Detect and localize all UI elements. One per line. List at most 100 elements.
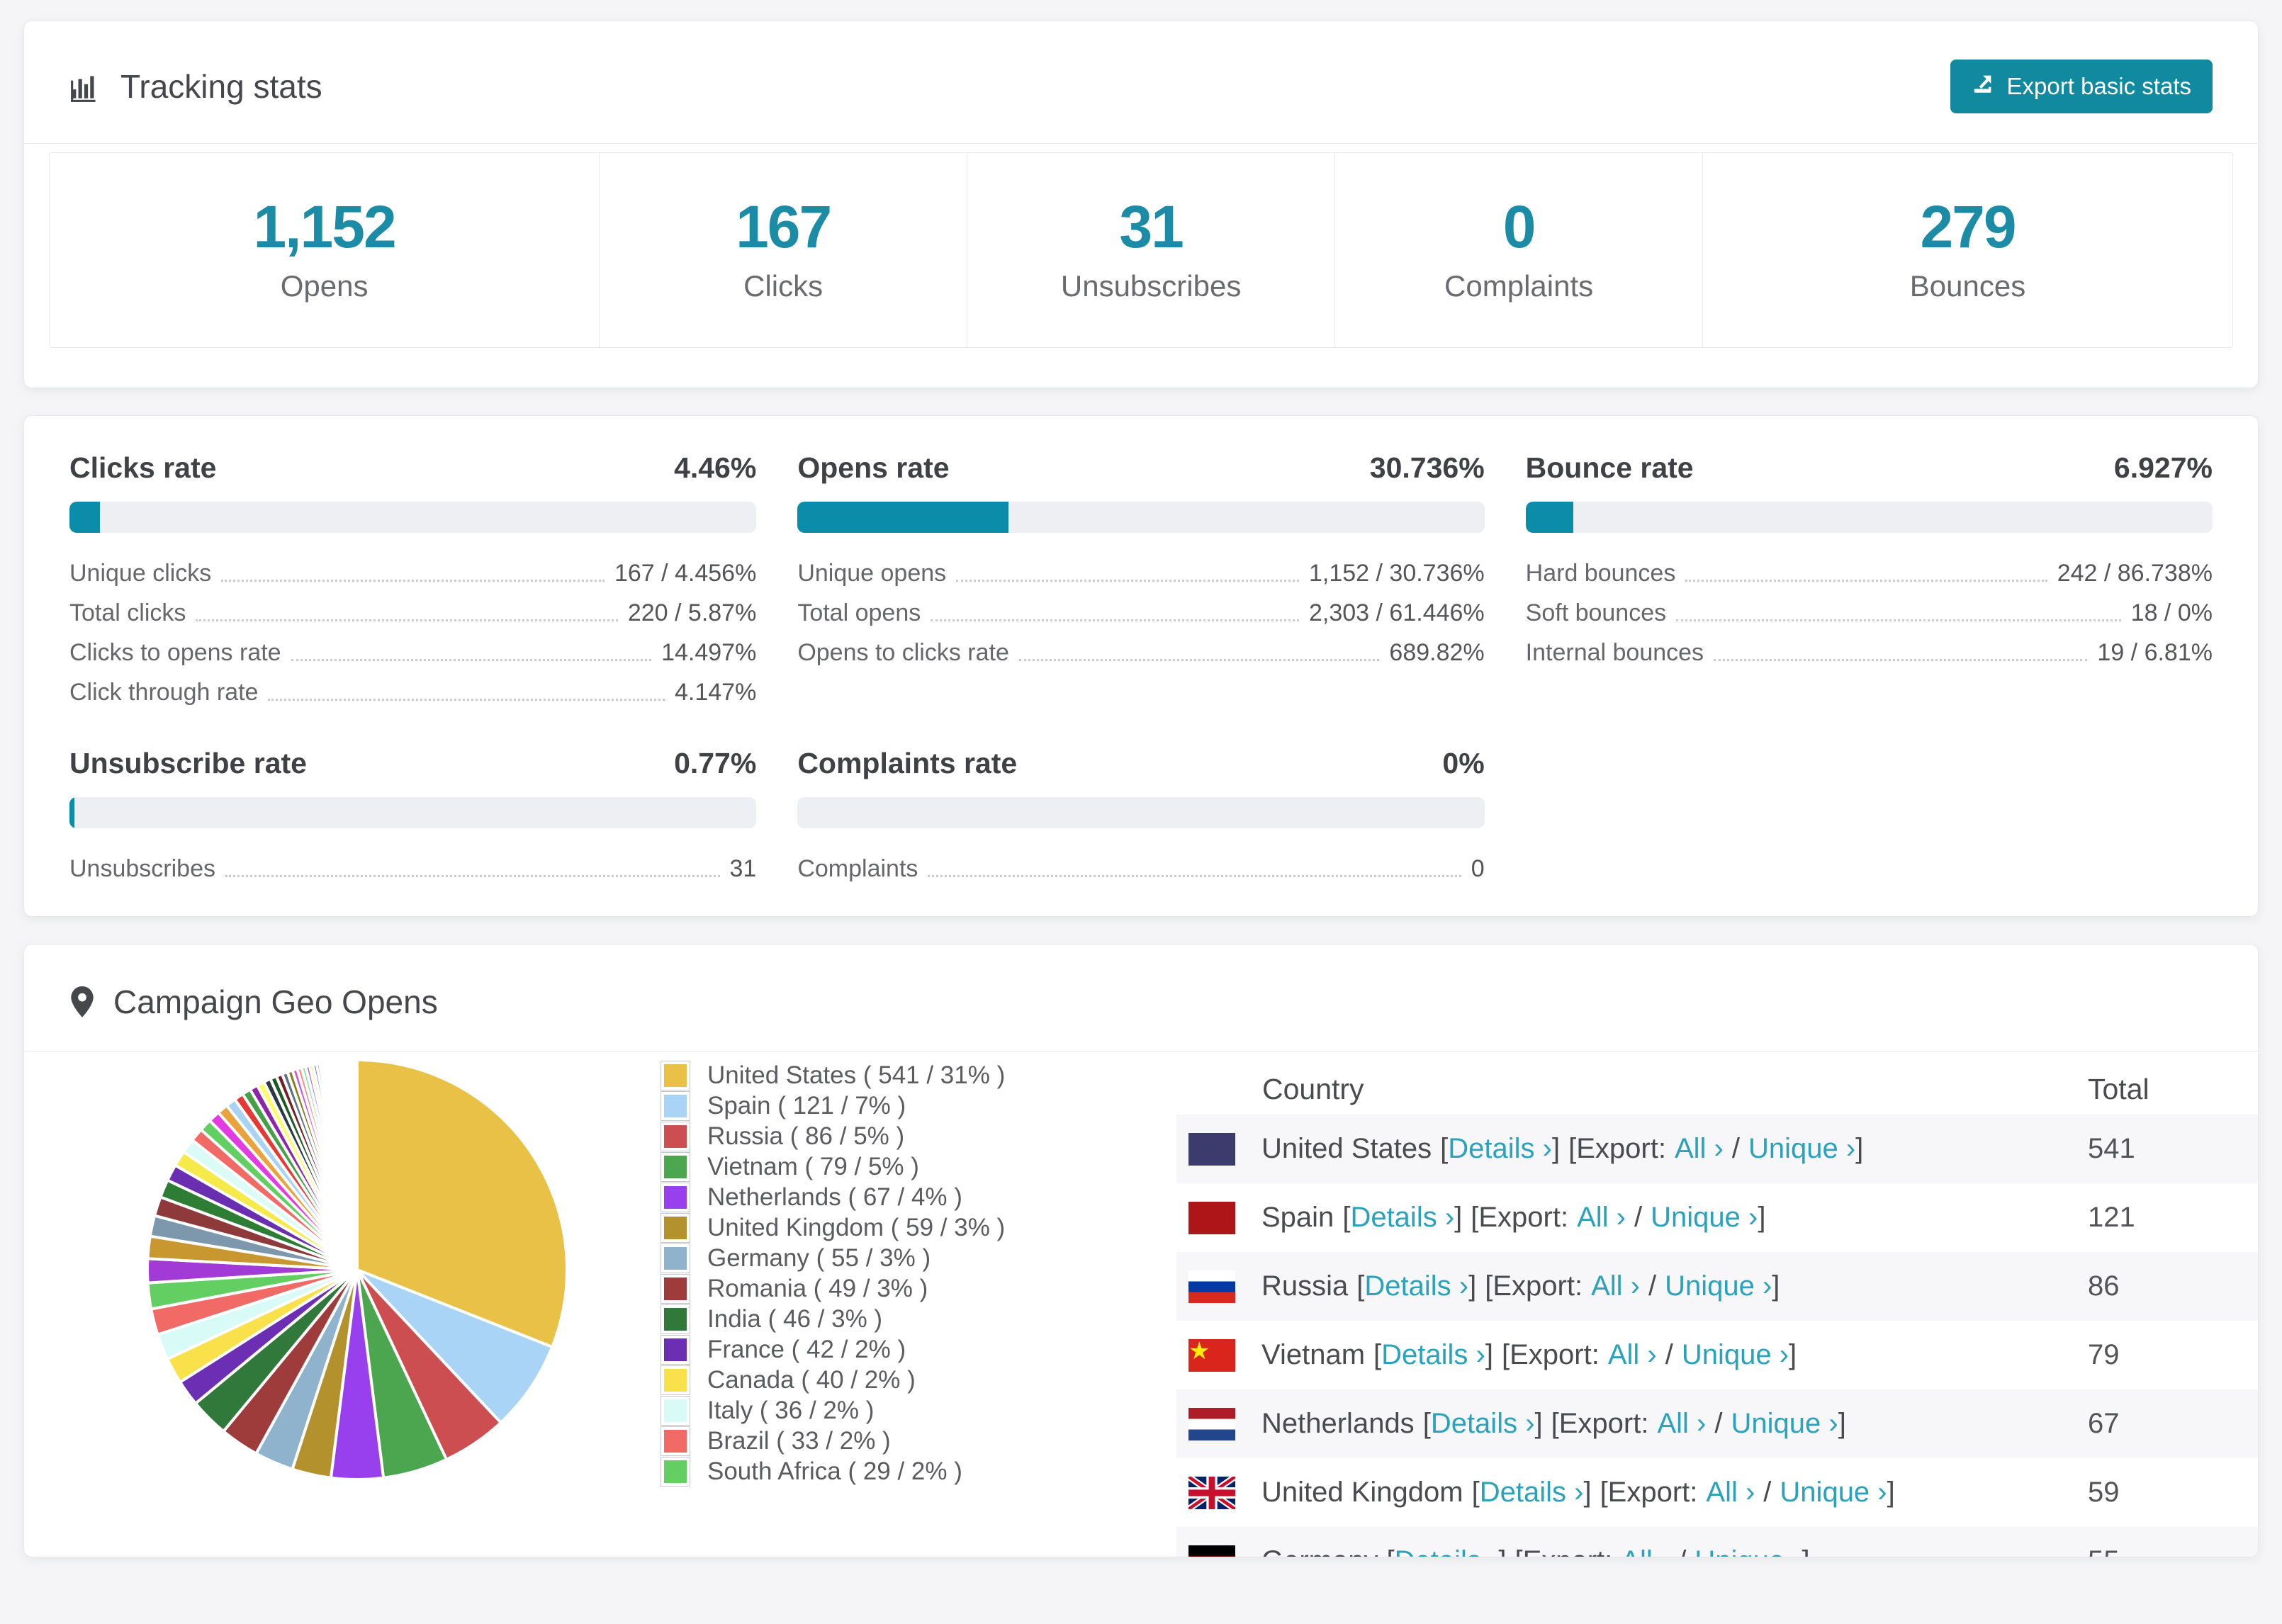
dotted-leader <box>291 659 652 662</box>
geo-pie-chart <box>140 1053 574 1490</box>
dotted-leader <box>196 619 618 622</box>
complaints-rate-title: Complaints rate <box>797 747 1018 780</box>
clicks-rate-value: 4.46% <box>674 451 757 485</box>
legend-item: Germany ( 55 / 3% ) <box>661 1243 1072 1273</box>
total-clicks-row: Total clicks 220 / 5.87% <box>69 599 757 627</box>
total-value: 121 <box>2088 1202 2135 1234</box>
export-all-link[interactable]: All › <box>1657 1408 1707 1440</box>
rates-card: Clicks rate 4.46% Unique clicks 167 / 4.4… <box>23 415 2259 918</box>
details-link[interactable]: Details › <box>1350 1202 1455 1234</box>
unsubscribe-rate-title: Unsubscribe rate <box>69 747 307 780</box>
dotted-leader <box>1018 659 1380 662</box>
complaints-row: Complaints 0 <box>797 855 1485 883</box>
legend-item: Spain ( 121 / 7% ) <box>661 1090 1072 1121</box>
map-pin-icon <box>69 986 95 1018</box>
export-unique-link[interactable]: Unique › <box>1731 1408 1838 1440</box>
export-all-link[interactable]: All › <box>1674 1133 1724 1165</box>
header-divider <box>24 143 2258 144</box>
campaign-geo-opens-card: Campaign Geo Opens United States ( 541 /… <box>23 944 2259 1558</box>
stat-label: Opens <box>280 269 369 303</box>
export-all-link[interactable]: All › <box>1706 1477 1755 1509</box>
export-unique-link[interactable]: Unique › <box>1651 1202 1758 1234</box>
export-unique-link[interactable]: Unique › <box>1665 1270 1772 1302</box>
legend-item: Netherlands ( 67 / 4% ) <box>661 1182 1072 1212</box>
export-all-link[interactable]: All › <box>1607 1339 1657 1371</box>
opens-rate-block: Opens rate 30.736% Unique opens 1,152 / 3… <box>797 451 1485 704</box>
clicks-rate-title: Clicks rate <box>69 451 217 485</box>
details-link[interactable]: Details › <box>1430 1408 1535 1440</box>
flag-united-kingdom-icon <box>1188 1476 1235 1509</box>
unsubscribe-rate-bar <box>69 797 757 829</box>
stat-label: Complaints <box>1444 269 1594 303</box>
export-all-link[interactable]: All › <box>1621 1545 1670 1557</box>
bounce-rate-title: Bounce rate <box>1525 451 1694 485</box>
legend-item: France ( 42 / 2% ) <box>661 1334 1072 1365</box>
total-value: 541 <box>2088 1133 2135 1165</box>
bounce-rate-bar <box>1525 502 2213 534</box>
bar-chart-icon <box>69 70 102 103</box>
flag-germany-icon <box>1188 1545 1235 1557</box>
legend-chip <box>661 1426 690 1456</box>
table-row-vietnam: Vietnam[Details ›][Export:All ›/Unique ›… <box>1176 1321 2258 1389</box>
flag-russia-icon <box>1188 1270 1235 1303</box>
unsubscribe-rate-value: 0.77% <box>674 747 757 780</box>
flag-vietnam-icon <box>1188 1338 1235 1372</box>
tracking-stats-card: Tracking stats Export basic stats 1,152 <box>23 21 2259 389</box>
legend-chip <box>661 1151 690 1182</box>
table-row-united-kingdom: United Kingdom [Details ›] [Export: All › / U… <box>1176 1458 2258 1527</box>
legend-chip <box>661 1060 690 1090</box>
opens-rate-value: 30.736% <box>1369 451 1485 485</box>
click-through-rate-row: Click through rate 4.147% <box>69 679 757 706</box>
flag-spain-icon <box>1188 1201 1235 1234</box>
opens-rate-bar <box>797 502 1485 534</box>
details-link[interactable]: Details › <box>1381 1339 1485 1371</box>
total-value: 59 <box>2088 1477 2120 1509</box>
clicks-rate-bar <box>69 502 757 534</box>
stat-value: 279 <box>1920 193 2016 260</box>
dotted-leader <box>225 875 720 878</box>
stat-label: Unsubscribes <box>1060 269 1242 303</box>
bounce-rate-value: 6.927% <box>2113 451 2213 485</box>
details-link[interactable]: Details › <box>1395 1545 1499 1557</box>
section-title: Campaign Geo Opens <box>113 983 438 1021</box>
stat-bounces: 279 Bounces <box>1703 153 2232 347</box>
export-basic-stats-button[interactable]: Export basic stats <box>1950 60 2213 113</box>
flag-united-states-icon <box>1188 1132 1235 1166</box>
unique-opens-row: Unique opens 1,152 / 30.736% <box>797 560 1485 587</box>
dotted-leader <box>931 619 1299 622</box>
export-all-link[interactable]: All › <box>1577 1202 1626 1234</box>
table-row-spain: Spain [Details ›] [Export: All › / Unique ›] … <box>1176 1183 2258 1252</box>
table-header: Country Total <box>1176 1051 2258 1115</box>
export-unique-link[interactable]: Unique › <box>1681 1339 1789 1371</box>
export-unique-link[interactable]: Unique › <box>1780 1477 1887 1509</box>
details-link[interactable]: Details › <box>1364 1270 1469 1302</box>
geo-legend: United States ( 541 / 31% ) Spain ( 121 … <box>661 1060 1072 1487</box>
details-link[interactable]: Details › <box>1448 1133 1552 1165</box>
total-value: 67 <box>2088 1408 2120 1440</box>
country-column-header: Country <box>1262 1073 1364 1106</box>
table-row-russia: Russia [Details ›] [Export: All › / Unique ›]… <box>1176 1252 2258 1321</box>
stat-opens: 1,152 Opens <box>50 153 600 348</box>
export-all-link[interactable]: All › <box>1591 1270 1640 1302</box>
total-value: 79 <box>2088 1339 2120 1371</box>
export-unique-link[interactable]: Unique › <box>1694 1545 1802 1557</box>
dotted-leader <box>268 699 665 701</box>
stat-value: 31 <box>1119 193 1184 260</box>
legend-chip <box>661 1304 690 1334</box>
summary-stats-row: 1,152 Opens 167 Clicks 31 Unsubscribes 0… <box>49 152 2233 349</box>
legend-item: India ( 46 / 3% ) <box>661 1304 1072 1334</box>
unsubscribe-rate-block: Unsubscribe rate 0.77% Unsubscribes 31 <box>69 747 757 881</box>
clicks-rate-block: Clicks rate 4.46% Unique clicks 167 / 4.4… <box>69 451 757 706</box>
dotted-leader <box>928 875 1461 878</box>
legend-item: United Kingdom ( 59 / 3% ) <box>661 1212 1072 1243</box>
legend-item: Brazil ( 33 / 2% ) <box>661 1426 1072 1456</box>
unique-clicks-row: Unique clicks 167 / 4.456% <box>69 560 757 587</box>
export-unique-link[interactable]: Unique › <box>1748 1133 1856 1165</box>
stat-label: Clicks <box>743 269 824 303</box>
tracking-stats-header: Tracking stats Export basic stats <box>24 21 2258 143</box>
legend-item: Italy ( 36 / 2% ) <box>661 1395 1072 1426</box>
soft-bounces-row: Soft bounces 18 / 0% <box>1525 599 2213 627</box>
details-link[interactable]: Details › <box>1479 1477 1584 1509</box>
export-icon <box>1972 72 1996 101</box>
legend-item: South Africa ( 29 / 2% ) <box>661 1456 1072 1487</box>
